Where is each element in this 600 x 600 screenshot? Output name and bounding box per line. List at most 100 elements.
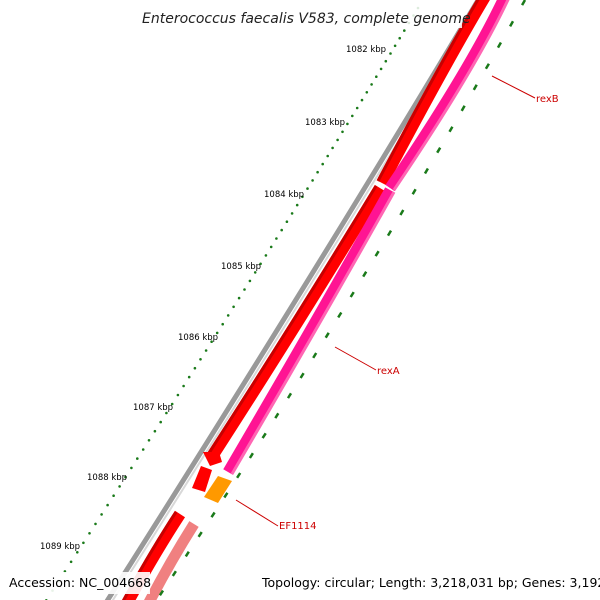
outer-tick bbox=[411, 188, 417, 195]
outer-tick bbox=[337, 311, 343, 319]
cds-forward-rexB-shade bbox=[376, 0, 480, 182]
footer-accession-backdrop bbox=[4, 572, 150, 594]
ruler-dot bbox=[311, 179, 314, 182]
ruler-dot bbox=[384, 59, 388, 63]
ruler-dot bbox=[243, 288, 246, 291]
ruler-dot bbox=[295, 203, 299, 207]
ruler-dot bbox=[393, 44, 397, 48]
ruler-label: 1086 kbp bbox=[178, 333, 218, 343]
gene-label-EF1114[interactable]: EF1114 bbox=[279, 521, 317, 532]
outer-tick bbox=[274, 412, 280, 419]
outer-tick bbox=[374, 250, 380, 257]
outer-tick bbox=[496, 41, 502, 49]
outer-tick bbox=[460, 105, 466, 112]
ruler-dot bbox=[375, 75, 378, 78]
ruler-dot bbox=[301, 195, 304, 199]
ruler-dot bbox=[210, 340, 213, 344]
ruler-dot bbox=[204, 349, 208, 352]
gene-label-rexB[interactable]: rexB bbox=[536, 94, 559, 105]
gene-EF1114[interactable] bbox=[204, 476, 232, 503]
ruler-dot bbox=[379, 67, 383, 71]
ruler-dot bbox=[187, 375, 191, 379]
ruler-dot bbox=[136, 457, 139, 460]
ruler-dot bbox=[331, 146, 334, 150]
ruler-dot bbox=[215, 331, 219, 335]
outer-tick bbox=[509, 20, 515, 28]
cds-reverse-rexA[interactable] bbox=[223, 187, 395, 475]
ruler-dot bbox=[316, 170, 319, 174]
gene-label-rexA[interactable]: rexA bbox=[377, 366, 400, 377]
ruler-dot bbox=[88, 532, 91, 535]
ruler-dot bbox=[199, 358, 202, 361]
ruler-dot bbox=[306, 187, 309, 190]
outer-tick bbox=[472, 84, 478, 91]
ruler-dot bbox=[112, 494, 115, 498]
rexB-leader bbox=[491, 75, 536, 99]
outer-tick bbox=[399, 209, 405, 216]
footer-accession: Accession: NC_004668 bbox=[9, 575, 151, 590]
cds-forward-rexB[interactable] bbox=[376, 0, 495, 186]
outer-tick bbox=[448, 126, 454, 133]
outer-tick bbox=[210, 511, 216, 518]
ruler-dot bbox=[94, 522, 97, 526]
ruler-label: 1085 kbp bbox=[221, 262, 261, 272]
outer-tick bbox=[248, 452, 254, 459]
ruler-dot bbox=[336, 138, 339, 142]
cds-reverse-rexB[interactable] bbox=[385, 0, 512, 192]
outer-tick bbox=[423, 167, 429, 175]
outer-tick bbox=[184, 551, 190, 558]
ruler-dot bbox=[365, 91, 369, 94]
outer-tick bbox=[171, 570, 177, 577]
ruler-dot bbox=[253, 271, 257, 274]
ruler-label: 1088 kbp bbox=[87, 473, 127, 483]
outer-tick bbox=[386, 229, 393, 237]
ruler-dot bbox=[100, 513, 103, 516]
ruler-dot bbox=[389, 52, 392, 55]
ruler-dot bbox=[82, 541, 85, 545]
ruler-dot bbox=[248, 279, 252, 283]
ruler-label: 1082 kbp bbox=[346, 45, 386, 55]
ruler-dot bbox=[403, 29, 406, 32]
ruler-dot bbox=[76, 551, 79, 554]
ruler-dot bbox=[237, 296, 241, 300]
ruler-dot bbox=[355, 106, 359, 110]
ruler-dot bbox=[321, 162, 325, 166]
ruler-dot bbox=[124, 475, 127, 479]
cds-forward-rexA-shade bbox=[207, 185, 378, 454]
ruler-dot bbox=[193, 366, 197, 370]
ruler-dot bbox=[170, 402, 174, 406]
ruler-dot bbox=[130, 466, 133, 470]
ruler-dot bbox=[182, 384, 185, 388]
cds-forward-lower-shade bbox=[122, 511, 178, 600]
ruler-dot bbox=[69, 560, 73, 564]
EF1114-leader bbox=[235, 499, 279, 527]
cds-forward-small[interactable] bbox=[192, 466, 212, 492]
ruler-dot bbox=[280, 228, 284, 232]
ruler-dot bbox=[106, 503, 109, 507]
ruler-label: 1084 kbp bbox=[264, 190, 304, 200]
ruler-dot bbox=[285, 220, 289, 223]
ruler-label: 1087 kbp bbox=[133, 403, 173, 413]
outer-tick bbox=[236, 472, 242, 479]
ruler-dot bbox=[370, 83, 373, 86]
cds-forward-lower[interactable] bbox=[118, 510, 186, 600]
ruler-dot bbox=[269, 245, 273, 249]
outer-tick bbox=[312, 352, 318, 359]
outer-tick bbox=[286, 392, 293, 399]
gene-lower-salmon[interactable] bbox=[140, 521, 199, 600]
outer-tick bbox=[521, 0, 527, 6]
ruler-dot bbox=[221, 322, 224, 326]
outer-tick bbox=[436, 147, 442, 154]
outer-tick bbox=[261, 432, 267, 439]
outer-tick bbox=[349, 291, 355, 298]
cds-forward-rexA[interactable] bbox=[207, 184, 386, 459]
outer-tick bbox=[324, 332, 330, 339]
ruler-dot bbox=[153, 429, 157, 433]
cds-forward-rexA-arrowhead bbox=[203, 452, 222, 466]
ruler-dot bbox=[275, 237, 278, 240]
ruler-dot bbox=[264, 254, 268, 257]
ruler-label: 1089 kbp bbox=[40, 542, 80, 552]
footer-summary: Topology: circular; Length: 3,218,031 bp… bbox=[261, 575, 600, 590]
rexA-leader bbox=[334, 346, 377, 371]
outer-tick bbox=[299, 372, 305, 379]
